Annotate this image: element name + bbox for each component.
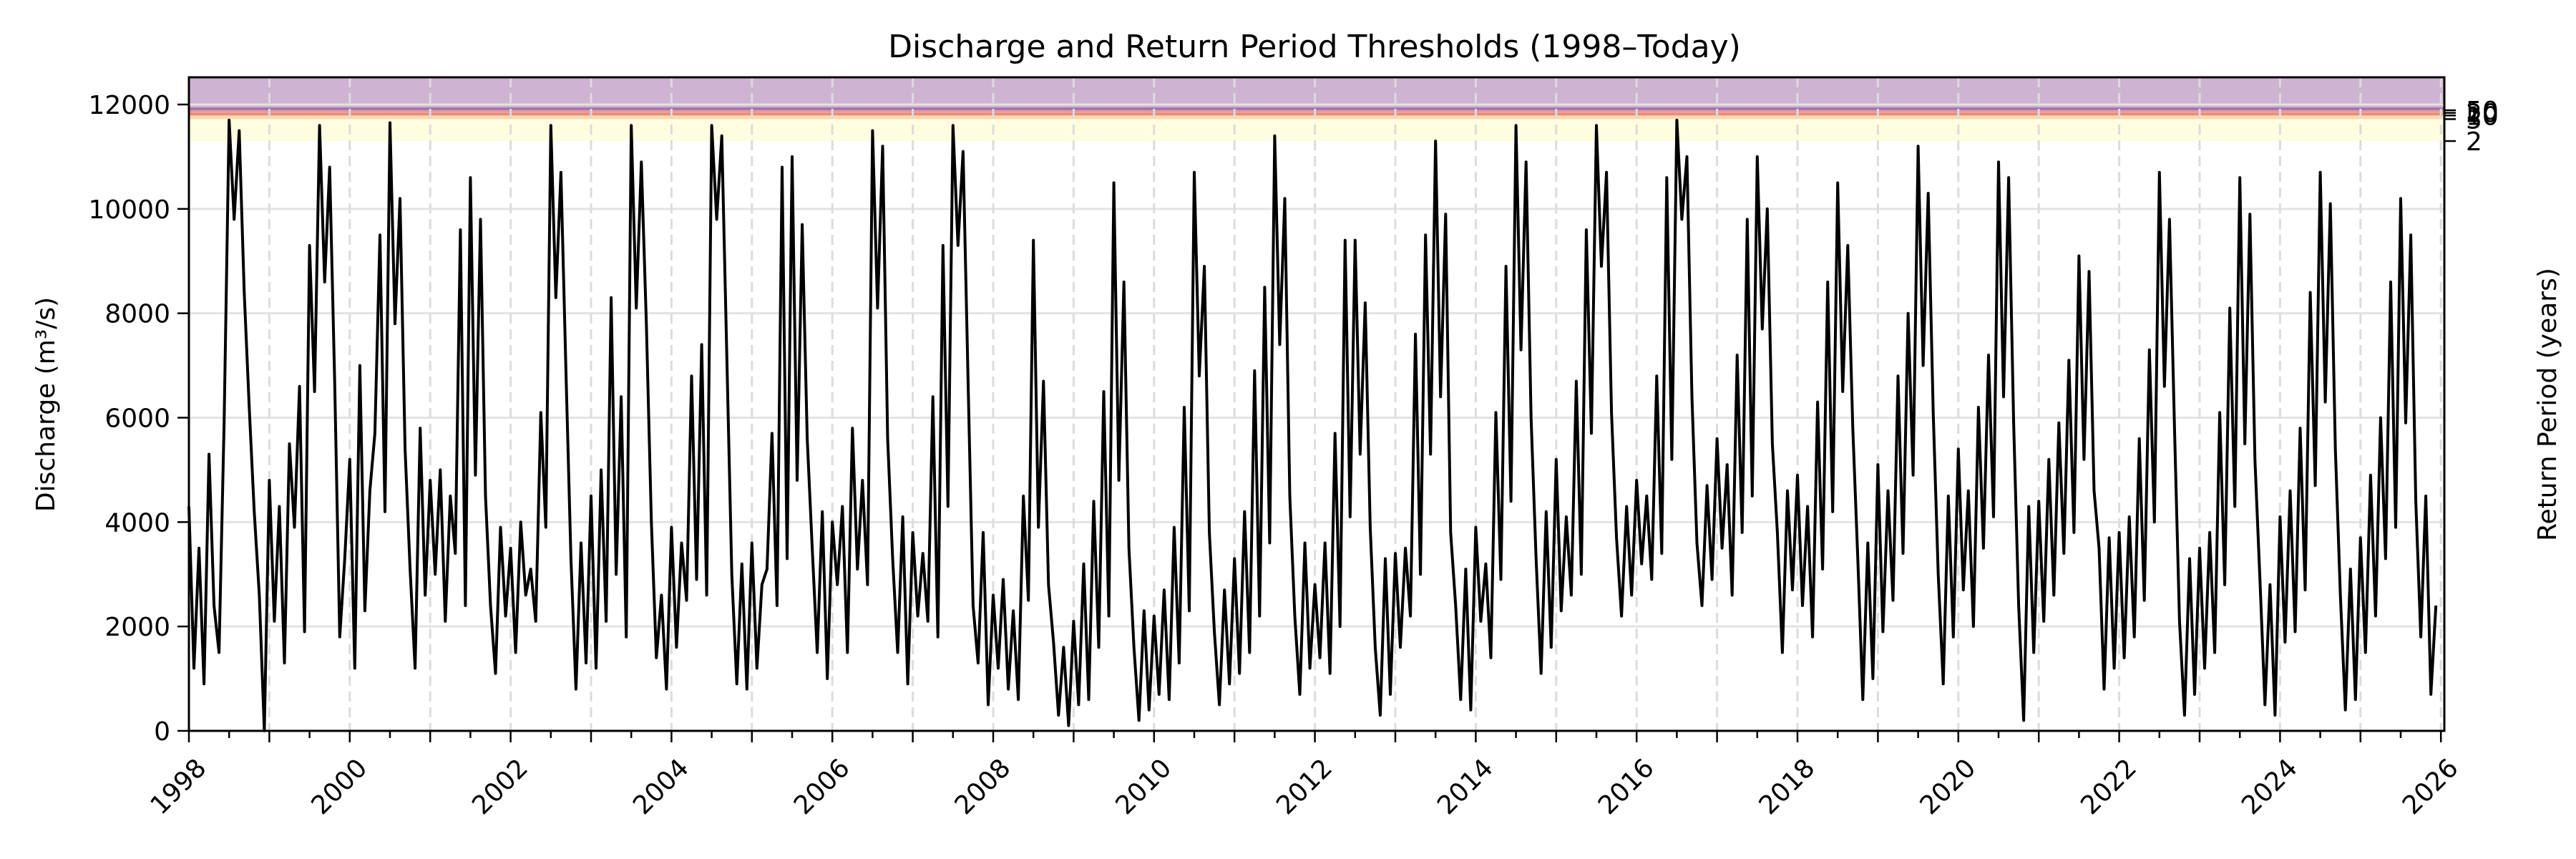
- band-5yr: [189, 115, 2444, 120]
- y-axis: 0 2000 4000 6000 8000 10000 12000: [88, 91, 189, 747]
- return-period-label: 50: [2466, 97, 2499, 126]
- x-tick-label: 2018: [1754, 753, 1821, 820]
- band-20yr: [189, 110, 2444, 113]
- y-tick-label: 6000: [104, 404, 170, 434]
- band-50yr: [189, 107, 2444, 111]
- y-tick-label: 10000: [88, 195, 170, 225]
- x-tick-label: 2002: [467, 753, 534, 820]
- x-tick-label: 2012: [1271, 753, 1338, 820]
- x-tick-label: 2010: [1110, 753, 1177, 820]
- x-tick-label: 2026: [2397, 753, 2464, 820]
- x-tick-label: 1998: [145, 753, 213, 820]
- y-tick-label: 0: [154, 717, 170, 747]
- y-tick-label: 4000: [104, 508, 170, 538]
- y-tick-label: 12000: [88, 91, 170, 120]
- x-tick-label: 2014: [1432, 753, 1499, 820]
- discharge-series: [187, 118, 2438, 732]
- x-tick-label: 2024: [2236, 753, 2303, 820]
- x-tick-label: 2006: [789, 753, 856, 820]
- y-axis-label: Discharge (m³/s): [31, 297, 61, 512]
- x-tick-label: 2016: [1593, 753, 1660, 820]
- band-10yr: [189, 112, 2444, 116]
- return-period-label: 5: [2466, 105, 2482, 135]
- x-tick-label: 2008: [950, 753, 1017, 820]
- return-period-label: 10: [2466, 102, 2499, 131]
- band-2yr: [189, 119, 2444, 142]
- x-tick-label: 2020: [1914, 753, 1981, 820]
- y-tick-label: 2000: [104, 613, 170, 642]
- x-axis: 1998 2000 2002 2004 2006 2008 2010 2012 2014 2016…: [145, 731, 2464, 820]
- x-tick-label: 2004: [628, 753, 695, 820]
- return-period-bands: [189, 77, 2444, 142]
- chart-title: Discharge and Return Period Thresholds (…: [888, 29, 1741, 65]
- y-tick-label: 8000: [104, 300, 170, 329]
- discharge-line: [187, 118, 2438, 732]
- x-tick-label: 2022: [2075, 753, 2142, 820]
- return-period-label: 20: [2466, 100, 2499, 129]
- x-tick-label: 2000: [306, 753, 373, 820]
- plot-frame: [187, 76, 2446, 732]
- return-period-label: 2: [2466, 127, 2482, 157]
- y2-axis-label: Return Period (years): [2533, 268, 2562, 541]
